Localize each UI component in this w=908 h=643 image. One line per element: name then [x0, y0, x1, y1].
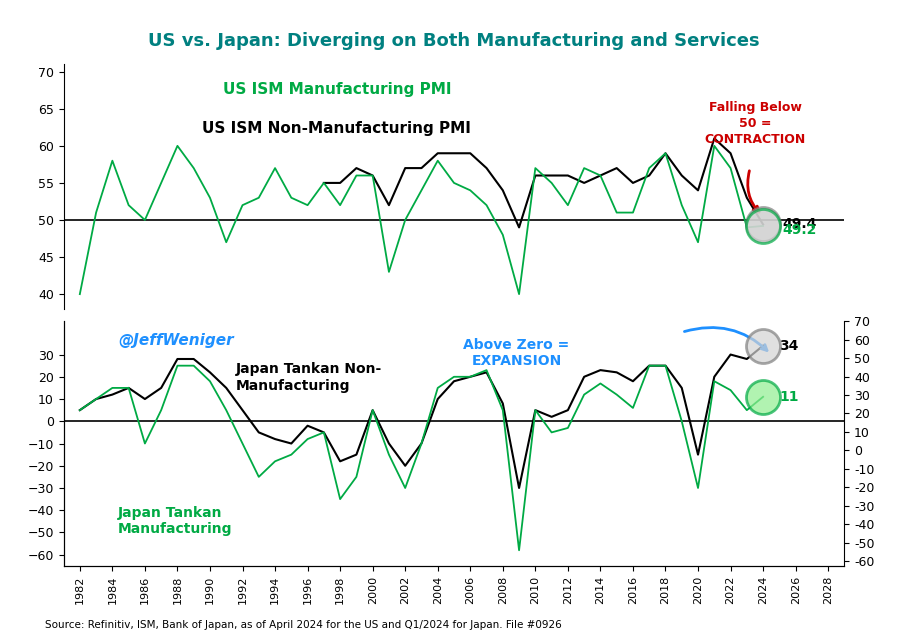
Text: Source: Refinitiv, ISM, Bank of Japan, as of April 2024 for the US and Q1/2024 f: Source: Refinitiv, ISM, Bank of Japan, a… — [45, 620, 562, 630]
Point — [755, 392, 770, 402]
Text: 49.4: 49.4 — [783, 217, 817, 231]
Text: Japan Tankan Non-
Manufacturing: Japan Tankan Non- Manufacturing — [235, 363, 381, 393]
Point — [755, 341, 770, 351]
Text: Falling Below
50 =
CONTRACTION: Falling Below 50 = CONTRACTION — [705, 102, 805, 147]
Point — [755, 221, 770, 231]
Text: US ISM Non-Manufacturing PMI: US ISM Non-Manufacturing PMI — [202, 121, 471, 136]
Text: 34: 34 — [779, 339, 799, 352]
Point — [755, 219, 770, 230]
Text: @JeffWeniger: @JeffWeniger — [118, 334, 234, 349]
Text: 11: 11 — [779, 390, 799, 404]
Text: Above Zero =
EXPANSION: Above Zero = EXPANSION — [463, 338, 569, 368]
Text: 49.2: 49.2 — [783, 222, 817, 237]
Text: Japan Tankan
Manufacturing: Japan Tankan Manufacturing — [118, 506, 232, 536]
Text: US ISM Manufacturing PMI: US ISM Manufacturing PMI — [222, 82, 451, 96]
Text: US vs. Japan: Diverging on Both Manufacturing and Services: US vs. Japan: Diverging on Both Manufact… — [148, 32, 760, 50]
